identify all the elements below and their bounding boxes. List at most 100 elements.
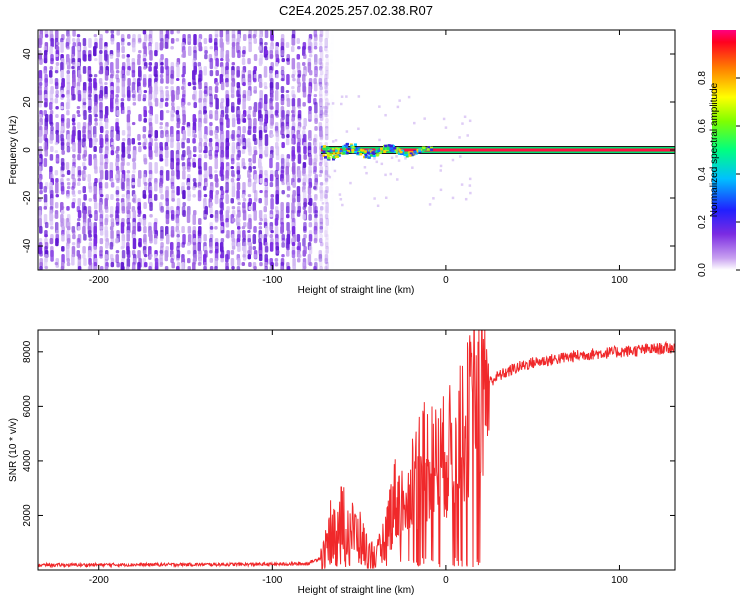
spectrum-noise-cell bbox=[132, 42, 136, 53]
spectrum-noise-cell bbox=[88, 234, 93, 238]
spectrum-noise-cell bbox=[236, 118, 241, 125]
spectrum-noise-cell bbox=[303, 234, 307, 239]
spectrum-signal-blob bbox=[345, 151, 349, 155]
spectrum-noise-cell bbox=[76, 106, 81, 110]
spectrum-noise-cell bbox=[285, 166, 290, 176]
spectrum-noise-cell bbox=[165, 214, 170, 225]
spectrum-noise-cell bbox=[164, 42, 169, 49]
spectrum-noise-cell bbox=[203, 66, 207, 76]
spectrum-noise-cell bbox=[214, 214, 219, 219]
spectrum-signal-blob bbox=[359, 152, 363, 156]
spectrum-noise-cell bbox=[214, 266, 218, 270]
spectrum-noise-cell bbox=[187, 162, 192, 168]
spectrum-noise-cell bbox=[154, 130, 159, 139]
spectrum-noise-cell bbox=[60, 62, 64, 73]
spectrum-noise-cell bbox=[324, 266, 328, 270]
spectrum-noise-cell bbox=[214, 170, 218, 174]
spectrum-noise-cell bbox=[197, 254, 202, 258]
snr-ytick-label: 4000 bbox=[22, 449, 33, 472]
spectrum-noise-cell bbox=[182, 114, 186, 123]
spectrum-noise-cell bbox=[296, 234, 301, 242]
snr-ylabel: SNR (10 * v/v) bbox=[8, 418, 19, 482]
spectrum-noise-cell bbox=[241, 194, 246, 199]
spectrum-scatter-dot bbox=[468, 177, 472, 181]
spectrum-noise-cell bbox=[82, 66, 87, 74]
spectrum-noise-cell bbox=[38, 90, 43, 102]
spectrum-noise-cell bbox=[236, 134, 241, 138]
spectrum-noise-cell bbox=[77, 210, 82, 219]
spectrum-noise-cell bbox=[105, 30, 109, 34]
spectrum-noise-cell bbox=[55, 238, 59, 247]
spectrum-noise-cell bbox=[44, 266, 49, 270]
spectrum-noise-cell bbox=[132, 102, 137, 106]
spectrum-noise-cell bbox=[164, 102, 169, 107]
spectrum-noise-cell bbox=[193, 146, 197, 153]
spectrum-noise-cell bbox=[270, 38, 274, 42]
spectrum-noise-cell bbox=[324, 198, 329, 205]
spectrum-noise-cell bbox=[324, 226, 329, 238]
spectrum-noise-cell bbox=[237, 50, 241, 59]
spectrum-noise-cell bbox=[126, 54, 130, 58]
spectrum-signal-blob bbox=[329, 153, 333, 157]
spectrum-noise-cell bbox=[66, 70, 71, 75]
spectrum-noise-cell bbox=[302, 126, 306, 130]
spectrum-scatter-dot bbox=[363, 166, 367, 169]
spectrum-noise-cell bbox=[225, 78, 229, 84]
spectrum-noise-cell bbox=[54, 142, 59, 146]
spectrum-noise-cell bbox=[176, 134, 180, 141]
spectrum-noise-cell bbox=[319, 166, 324, 175]
spectrum-noise-cell bbox=[60, 206, 65, 210]
spectrum-noise-cell bbox=[39, 262, 43, 267]
spectrum-noise-cell bbox=[302, 214, 306, 220]
spectrum-noise-cell bbox=[82, 38, 87, 47]
spectrum-signal-blob bbox=[377, 149, 381, 153]
spectrum-noise-cell bbox=[203, 110, 208, 114]
spectrum-noise-cell bbox=[187, 126, 191, 137]
spectrum-noise-cell bbox=[280, 210, 284, 220]
spectrum-noise-cell bbox=[77, 178, 82, 182]
spectrum-noise-cell bbox=[285, 42, 290, 49]
spectrum-noise-cell bbox=[302, 250, 307, 257]
spectrum-noise-cell bbox=[319, 242, 324, 247]
spectrum-signal-blob bbox=[361, 149, 365, 152]
spectrum-noise-cell bbox=[160, 62, 164, 66]
spectrum-noise-cell bbox=[192, 154, 197, 158]
spectrum-noise-cell bbox=[209, 102, 213, 108]
spectrum-noise-cell bbox=[121, 38, 125, 42]
spectrum-noise-cell bbox=[121, 78, 126, 88]
spectrum-noise-cell bbox=[319, 198, 324, 202]
spectrum-noise-cell bbox=[319, 98, 323, 108]
spectrum-noise-cell bbox=[110, 230, 114, 240]
spectrum-noise-cell bbox=[319, 62, 324, 69]
spectrum-noise-cell bbox=[137, 58, 141, 66]
spectrum-noise-cell bbox=[159, 158, 164, 162]
spectrum-noise-cell bbox=[280, 266, 284, 270]
spectrum-scatter-dot bbox=[384, 113, 387, 117]
spectrum-noise-cell bbox=[198, 170, 202, 175]
spectrum-noise-cell bbox=[170, 46, 174, 50]
spectrum-noise-cell bbox=[252, 154, 257, 164]
spectrum-noise-cell bbox=[247, 250, 251, 255]
spectrum-noise-cell bbox=[94, 118, 98, 122]
spectrum-noise-cell bbox=[253, 138, 258, 146]
spectrum-noise-cell bbox=[324, 178, 329, 183]
spectrum-noise-cell bbox=[131, 138, 136, 145]
snr-xtick-label: -100 bbox=[262, 575, 282, 586]
spectrum-noise-cell bbox=[94, 138, 98, 143]
spectrum-noise-cell bbox=[225, 234, 230, 239]
spectrum-noise-cell bbox=[43, 194, 48, 203]
spectrum-noise-cell bbox=[313, 138, 317, 146]
spectrum-noise-cell bbox=[176, 246, 180, 252]
spectrum-noise-cell bbox=[313, 42, 318, 47]
spectrum-noise-cell bbox=[258, 226, 263, 230]
spectrum-noise-cell bbox=[186, 186, 191, 191]
spectrum-noise-cell bbox=[99, 138, 104, 148]
spectrum-noise-cell bbox=[319, 42, 323, 47]
spectrum-noise-cell bbox=[88, 54, 92, 62]
spectrum-noise-cell bbox=[324, 190, 328, 199]
spectrum-noise-cell bbox=[247, 194, 252, 198]
spectrum-noise-cell bbox=[324, 182, 328, 186]
spectrum-noise-cell bbox=[104, 122, 109, 130]
spectrum-noise-cell bbox=[60, 166, 64, 172]
spectrum-noise-cell bbox=[252, 246, 257, 251]
